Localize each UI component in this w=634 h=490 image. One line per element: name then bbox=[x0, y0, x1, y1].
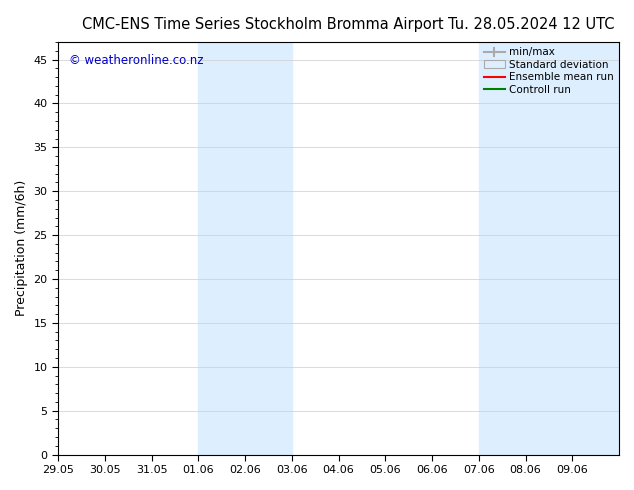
Legend: min/max, Standard deviation, Ensemble mean run, Controll run: min/max, Standard deviation, Ensemble me… bbox=[482, 45, 616, 97]
Y-axis label: Precipitation (mm/6h): Precipitation (mm/6h) bbox=[15, 180, 28, 317]
Bar bbox=[479, 42, 619, 455]
Bar bbox=[198, 42, 292, 455]
Text: CMC-ENS Time Series Stockholm Bromma Airport: CMC-ENS Time Series Stockholm Bromma Air… bbox=[82, 17, 444, 32]
Text: © weatheronline.co.nz: © weatheronline.co.nz bbox=[69, 54, 204, 67]
Text: Tu. 28.05.2024 12 UTC: Tu. 28.05.2024 12 UTC bbox=[448, 17, 615, 32]
